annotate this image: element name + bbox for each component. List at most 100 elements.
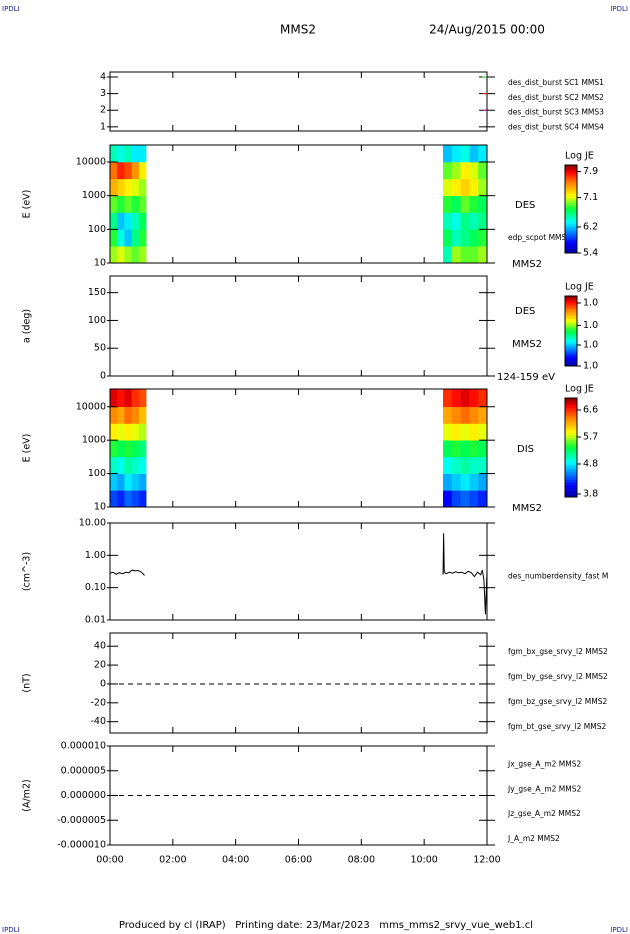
y-tick-label: 100 bbox=[88, 224, 106, 235]
heatmap-cell bbox=[124, 212, 132, 230]
heatmap-cell bbox=[443, 229, 453, 247]
y-axis-label: (cm^-3) bbox=[22, 552, 33, 591]
colorbar-cell bbox=[565, 320, 577, 323]
heatmap-cell bbox=[451, 423, 461, 441]
y-tick-label: 40 bbox=[94, 641, 106, 652]
heatmap-cell bbox=[443, 473, 453, 491]
heatmap-cell bbox=[138, 423, 147, 441]
colorbar-cell bbox=[565, 336, 577, 339]
legend-label: fgm_bt_gse_srvy_l2 MMS2 bbox=[508, 722, 607, 731]
colorbar-cell bbox=[565, 484, 577, 488]
colorbar-cell bbox=[565, 178, 577, 181]
heatmap-cell bbox=[131, 195, 140, 213]
heatmap-cell bbox=[124, 229, 132, 247]
heatmap-cell bbox=[460, 162, 470, 180]
colorbar-cell bbox=[565, 246, 577, 249]
heatmap-cell bbox=[124, 490, 132, 508]
heatmap-cell bbox=[451, 246, 461, 264]
heatmap-cell bbox=[131, 212, 140, 230]
colorbar-frame bbox=[564, 295, 578, 367]
heatmap-cell bbox=[451, 389, 461, 408]
colorbar-tick-label: 7.1 bbox=[583, 192, 598, 203]
colorbar-cell bbox=[565, 228, 577, 232]
heatmap-cell bbox=[138, 195, 147, 213]
colorbar-cell bbox=[565, 345, 577, 348]
heatmap-cell bbox=[469, 178, 479, 196]
y-tick-label: 0 bbox=[100, 678, 106, 689]
legend-label: des_dist_burst SC2 MMS2 bbox=[508, 93, 604, 102]
heatmap-cell bbox=[460, 440, 470, 458]
colorbar-cell bbox=[565, 329, 577, 332]
heatmap-cell bbox=[460, 145, 470, 163]
heatmap-cell bbox=[131, 490, 140, 508]
colorbar-cell bbox=[565, 226, 577, 230]
title: MMS2 bbox=[280, 23, 316, 37]
heatmap-cell bbox=[131, 440, 140, 458]
colorbar-cell bbox=[565, 334, 577, 337]
annotation: 124-159 eV bbox=[497, 372, 555, 383]
annotation: MMS2 bbox=[512, 259, 542, 270]
y-tick-label: 50 bbox=[94, 343, 106, 354]
heatmap-cell bbox=[443, 456, 453, 474]
heatmap-cell bbox=[138, 212, 147, 230]
colorbar-cell bbox=[565, 410, 577, 414]
colorbar-cell bbox=[565, 233, 577, 236]
heatmap-cell bbox=[124, 456, 132, 474]
heatmap-cell bbox=[124, 423, 132, 441]
colorbar-cell bbox=[565, 303, 577, 306]
heatmap-cell bbox=[131, 162, 140, 180]
colorbar-frame bbox=[564, 397, 578, 498]
heatmap-cell bbox=[117, 473, 125, 491]
heatmap-cell bbox=[469, 423, 479, 441]
colorbar-cell bbox=[565, 352, 577, 355]
colorbar-cell bbox=[565, 454, 577, 458]
heatmap-cell bbox=[138, 406, 147, 424]
colorbar-cell bbox=[565, 304, 577, 307]
heatmap-cell bbox=[451, 229, 461, 247]
heatmap-cell bbox=[443, 440, 453, 458]
heatmap-cell bbox=[117, 162, 125, 180]
colorbar-cell bbox=[565, 165, 577, 168]
heatmap-cell bbox=[124, 246, 132, 264]
colorbar-cell bbox=[565, 313, 577, 316]
legend-label: Jx_gse_A_m2 MMS2 bbox=[507, 760, 581, 769]
corner-label: IPDLI bbox=[2, 926, 20, 934]
y-tick-label: 100 bbox=[88, 468, 106, 479]
colorbar-tick-label: 5.4 bbox=[583, 248, 598, 259]
colorbar-cell bbox=[565, 350, 577, 353]
heatmap-cell bbox=[131, 178, 140, 196]
colorbar-cell bbox=[565, 459, 577, 463]
heatmap-cell bbox=[138, 178, 147, 196]
colorbar-cell bbox=[565, 327, 577, 330]
x-tick-label: 04:00 bbox=[222, 855, 249, 866]
colorbar-cell bbox=[565, 430, 577, 433]
colorbar-tick-label: 1.0 bbox=[583, 340, 598, 351]
colorbar-cell bbox=[565, 467, 577, 471]
series-line bbox=[109, 533, 488, 615]
heatmap-cell bbox=[469, 195, 479, 213]
heatmap-cell bbox=[443, 178, 453, 196]
y-axis-label: E (eV) bbox=[22, 190, 33, 219]
colorbar-tick-label: 6.2 bbox=[583, 221, 598, 232]
colorbar-cell bbox=[565, 169, 577, 172]
colorbar-cell bbox=[565, 297, 577, 300]
panel-frame bbox=[109, 388, 488, 508]
panel-frame bbox=[109, 632, 488, 734]
colorbar-label: Log JE bbox=[565, 384, 594, 395]
y-tick-label: -0.000005 bbox=[57, 815, 106, 826]
legend-label: des_dist_burst SC4 MMS4 bbox=[508, 122, 604, 131]
colorbar-cell bbox=[565, 346, 577, 349]
colorbar-cell bbox=[565, 195, 577, 199]
colorbar-cell bbox=[565, 487, 577, 490]
annotation: DES bbox=[515, 200, 535, 211]
colorbar-cell bbox=[565, 449, 577, 453]
heatmap-cell bbox=[478, 456, 488, 474]
legend-label: des_numberdensity_fast M bbox=[508, 571, 608, 580]
heatmap-cell bbox=[478, 440, 488, 458]
colorbar-cell bbox=[565, 176, 577, 179]
heatmap-cell bbox=[117, 490, 125, 508]
colorbar-cell bbox=[565, 462, 577, 466]
heatmap-cell bbox=[469, 406, 479, 424]
colorbar-cell bbox=[565, 422, 577, 426]
colorbar-cell bbox=[565, 494, 577, 498]
